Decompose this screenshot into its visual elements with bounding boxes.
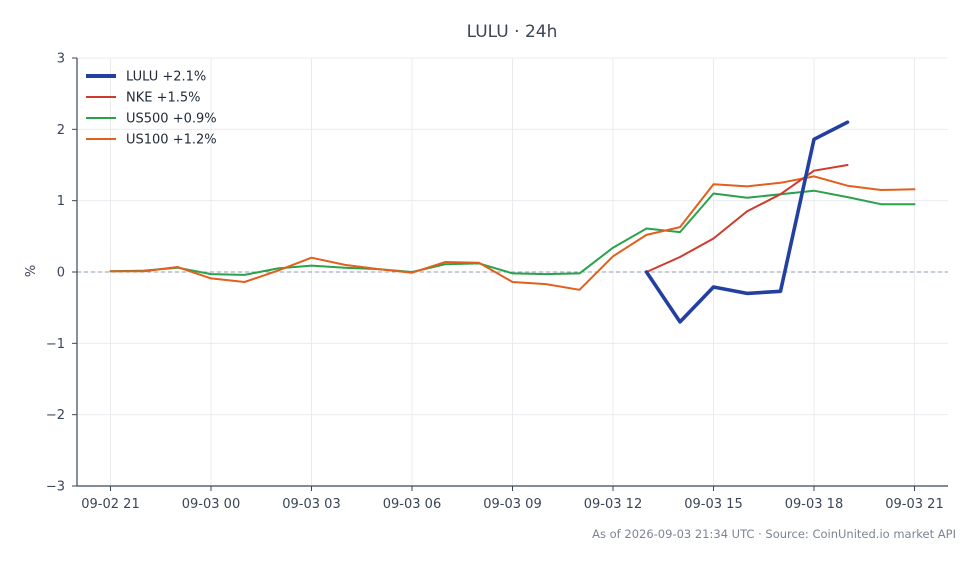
grid (77, 57, 948, 487)
x-tick-label: 09-03 03 (282, 497, 340, 512)
x-tick-label: 09-03 15 (684, 497, 742, 512)
legend-label: US100 +1.2% (126, 133, 217, 148)
legend-label: US500 +0.9% (126, 112, 217, 127)
x-tick-label: 09-03 21 (885, 497, 943, 512)
chart-title: LULU · 24h (467, 22, 558, 42)
series-line-2 (645, 164, 849, 273)
series-line-4 (109, 175, 916, 291)
axes: 3 2 1 0 −1 −2 −3 09-02 21 09-03 00 09-03 03 09-03 … (46, 52, 948, 512)
legend-label: NKE +1.5% (126, 91, 201, 106)
y-tick-label: −1 (46, 337, 65, 352)
y-tick-label: 0 (57, 266, 65, 281)
x-tick-label: 09-02 21 (81, 497, 139, 512)
y-tick-label: 1 (57, 194, 65, 209)
legend: LULU +2.1% NKE +1.5% US500 +0.9% US100 +1.2… (86, 70, 217, 148)
y-tick-label: −2 (46, 408, 65, 423)
series-line-1 (644, 120, 850, 324)
x-tick-label: 09-03 06 (383, 497, 441, 512)
x-tick-label: 09-03 12 (584, 497, 642, 512)
x-tick-label: 09-03 09 (483, 497, 541, 512)
series-lines (109, 120, 916, 324)
y-tick-label: 3 (57, 52, 65, 67)
x-tick-label: 09-03 00 (182, 497, 240, 512)
footer-note: As of 2026-09-03 21:34 UTC · Source: Coi… (592, 527, 956, 541)
y-axis-label: % (24, 265, 39, 277)
x-tick-label: 09-03 18 (785, 497, 843, 512)
legend-label: LULU +2.1% (126, 70, 206, 85)
y-tick-label: −3 (46, 480, 65, 495)
y-tick-label: 2 (57, 123, 65, 138)
